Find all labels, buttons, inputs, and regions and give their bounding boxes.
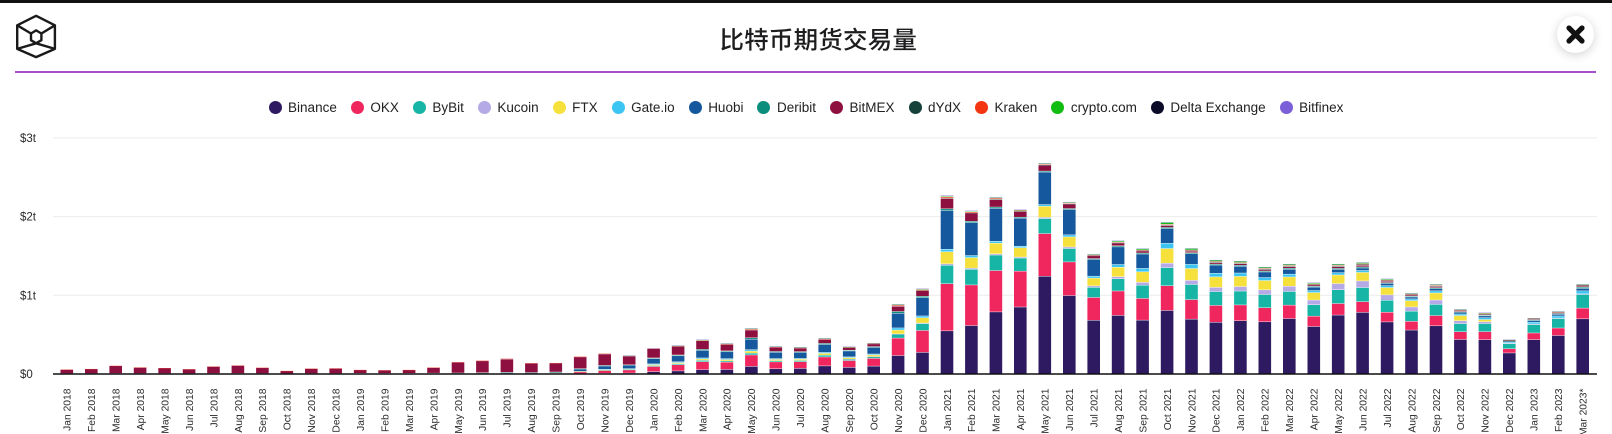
svg-text:Oct 2021: Oct 2021 (1163, 388, 1174, 430)
svg-text:Apr 2020: Apr 2020 (723, 388, 734, 430)
svg-text:Jul 2019: Jul 2019 (503, 388, 514, 427)
svg-text:$2t: $2t (20, 212, 37, 224)
svg-text:Dec 2021: Dec 2021 (1212, 388, 1223, 432)
svg-text:Nov 2018: Nov 2018 (307, 388, 318, 432)
svg-text:$0: $0 (20, 369, 33, 381)
svg-text:Oct 2020: Oct 2020 (869, 388, 880, 430)
svg-text:Jan 2018: Jan 2018 (63, 388, 74, 431)
svg-text:Jun 2020: Jun 2020 (772, 388, 783, 431)
svg-text:Dec 2022: Dec 2022 (1505, 388, 1516, 432)
svg-text:Apr 2021: Apr 2021 (1016, 388, 1027, 430)
svg-text:Nov 2020: Nov 2020 (894, 388, 905, 432)
svg-text:Sep 2020: Sep 2020 (845, 388, 856, 432)
svg-text:May 2020: May 2020 (747, 388, 758, 433)
svg-text:Jul 2020: Jul 2020 (796, 388, 807, 427)
svg-text:Aug 2018: Aug 2018 (234, 388, 245, 432)
svg-text:Mar 2022: Mar 2022 (1285, 388, 1296, 432)
svg-text:Oct 2018: Oct 2018 (283, 388, 294, 430)
svg-text:Aug 2019: Aug 2019 (527, 388, 538, 432)
svg-text:May 2019: May 2019 (454, 388, 465, 433)
svg-text:Mar 2018: Mar 2018 (112, 388, 123, 432)
svg-text:Mar 2023*: Mar 2023* (1579, 389, 1590, 434)
svg-text:Oct 2019: Oct 2019 (576, 388, 587, 430)
svg-text:Jun 2021: Jun 2021 (1065, 388, 1076, 431)
svg-text:Feb 2022: Feb 2022 (1261, 388, 1272, 432)
svg-text:$1t: $1t (20, 290, 37, 302)
svg-text:Sep 2019: Sep 2019 (552, 388, 563, 432)
svg-text:Aug 2022: Aug 2022 (1407, 388, 1418, 432)
svg-text:Mar 2020: Mar 2020 (698, 388, 709, 432)
svg-text:Sep 2021: Sep 2021 (1138, 388, 1149, 432)
svg-text:Jun 2019: Jun 2019 (478, 388, 489, 431)
svg-text:Mar 2021: Mar 2021 (992, 388, 1003, 432)
svg-text:Apr 2018: Apr 2018 (136, 388, 147, 430)
svg-text:Nov 2022: Nov 2022 (1481, 388, 1492, 432)
svg-text:Jul 2018: Jul 2018 (209, 388, 220, 427)
svg-text:Jul 2021: Jul 2021 (1090, 388, 1101, 427)
svg-text:Feb 2020: Feb 2020 (674, 388, 685, 432)
svg-text:Aug 2021: Aug 2021 (1114, 388, 1125, 432)
svg-text:Feb 2018: Feb 2018 (87, 388, 98, 432)
svg-text:Dec 2018: Dec 2018 (332, 388, 343, 432)
svg-text:Nov 2021: Nov 2021 (1187, 388, 1198, 432)
svg-text:Sep 2022: Sep 2022 (1432, 388, 1443, 432)
svg-text:Sep 2018: Sep 2018 (258, 388, 269, 432)
svg-text:$3t: $3t (20, 133, 37, 145)
svg-text:Jan 2021: Jan 2021 (943, 388, 954, 431)
svg-text:Feb 2023: Feb 2023 (1554, 388, 1565, 432)
svg-text:Jan 2020: Jan 2020 (649, 388, 660, 431)
svg-text:Mar 2019: Mar 2019 (405, 388, 416, 432)
svg-text:May 2021: May 2021 (1041, 388, 1052, 433)
svg-text:Jan 2022: Jan 2022 (1236, 388, 1247, 431)
svg-text:Jan 2019: Jan 2019 (356, 388, 367, 431)
svg-text:Dec 2020: Dec 2020 (918, 388, 929, 432)
svg-text:Apr 2022: Apr 2022 (1310, 388, 1321, 430)
svg-text:Feb 2019: Feb 2019 (380, 388, 391, 432)
svg-text:Jun 2022: Jun 2022 (1358, 388, 1369, 431)
svg-text:Jun 2018: Jun 2018 (185, 388, 196, 431)
svg-text:Dec 2019: Dec 2019 (625, 388, 636, 432)
svg-text:Apr 2019: Apr 2019 (429, 388, 440, 430)
svg-text:Oct 2022: Oct 2022 (1456, 388, 1467, 430)
svg-text:Aug 2020: Aug 2020 (821, 388, 832, 432)
svg-text:Nov 2019: Nov 2019 (601, 388, 612, 432)
svg-text:Jan 2023: Jan 2023 (1530, 388, 1541, 431)
svg-text:May 2022: May 2022 (1334, 388, 1345, 433)
svg-text:Feb 2021: Feb 2021 (967, 388, 978, 432)
svg-text:Jul 2022: Jul 2022 (1383, 388, 1394, 427)
svg-text:May 2018: May 2018 (160, 388, 171, 433)
